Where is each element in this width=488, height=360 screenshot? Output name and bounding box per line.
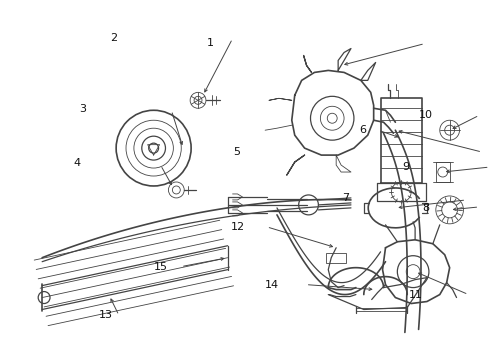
Text: 1: 1 [206, 37, 213, 48]
Text: 5: 5 [233, 147, 240, 157]
Text: 3: 3 [79, 104, 86, 114]
Text: 14: 14 [264, 280, 279, 289]
Text: 11: 11 [408, 289, 422, 300]
Text: 9: 9 [402, 162, 409, 172]
Text: 4: 4 [73, 158, 80, 168]
Text: 12: 12 [230, 222, 244, 232]
Text: 15: 15 [153, 262, 167, 272]
Text: 7: 7 [342, 193, 349, 203]
Text: 6: 6 [359, 125, 366, 135]
Bar [435, 162, 449, 182]
Bar [325, 253, 346, 263]
Text: 10: 10 [418, 110, 432, 120]
Text: 8: 8 [422, 203, 428, 213]
Text: 2: 2 [110, 32, 118, 42]
Text: 13: 13 [99, 310, 113, 320]
